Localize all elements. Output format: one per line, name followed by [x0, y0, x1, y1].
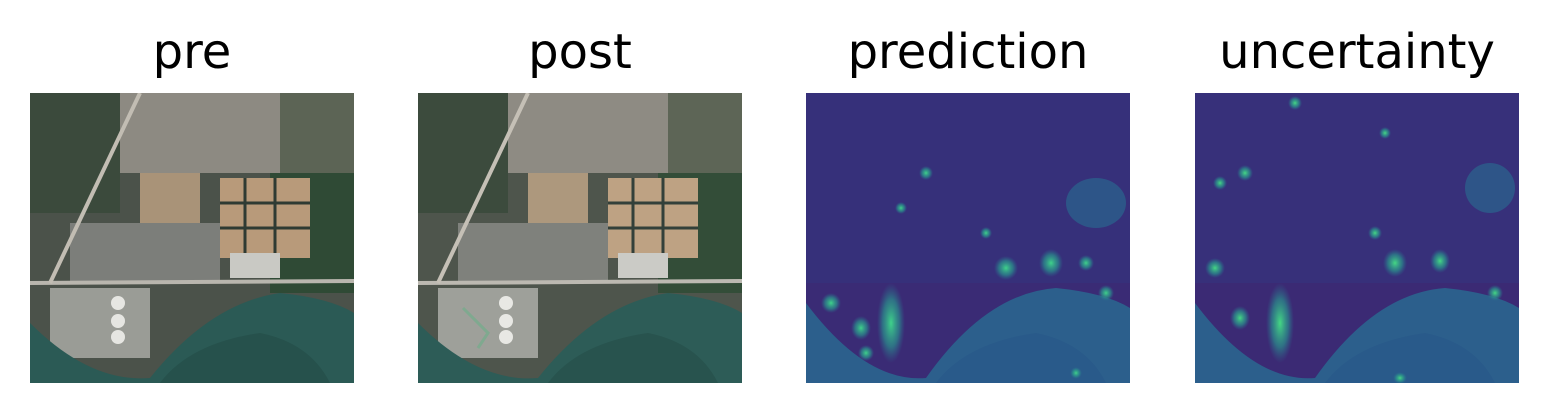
uncertainty-heatmap-image	[1195, 93, 1519, 383]
panel-title-prediction: prediction	[847, 24, 1089, 80]
panel-title-post: post	[528, 24, 632, 80]
uncertainty-heatmap	[1195, 93, 1519, 383]
prediction-heatmap	[806, 93, 1130, 383]
panel-uncertainty: uncertainty	[1195, 0, 1519, 413]
post-satellite-image	[418, 93, 742, 383]
post-image	[418, 93, 742, 383]
panel-title-uncertainty: uncertainty	[1219, 24, 1495, 80]
prediction-heatmap-image	[806, 93, 1130, 383]
panel-post: post	[418, 0, 742, 413]
panel-prediction: prediction	[806, 0, 1130, 413]
pre-satellite-image	[30, 93, 354, 383]
pre-image	[30, 93, 354, 383]
panel-pre: pre	[30, 0, 354, 413]
panel-title-pre: pre	[152, 24, 232, 80]
